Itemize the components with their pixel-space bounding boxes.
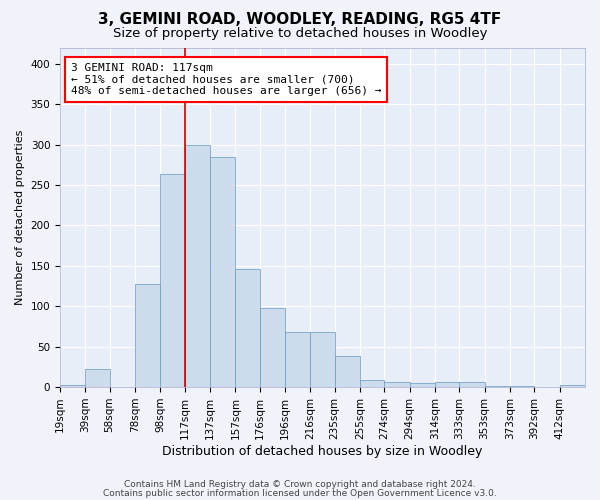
Text: Contains public sector information licensed under the Open Government Licence v3: Contains public sector information licen… [103, 488, 497, 498]
Bar [185, 144, 210, 387]
Bar [485, 386, 510, 387]
Bar [360, 380, 384, 387]
Text: 3, GEMINI ROAD, WOODLEY, READING, RG5 4TF: 3, GEMINI ROAD, WOODLEY, READING, RG5 4T… [98, 12, 502, 26]
Bar [135, 284, 160, 387]
Bar [335, 356, 360, 387]
Bar [435, 382, 459, 387]
Bar [235, 269, 260, 387]
Bar [310, 332, 335, 387]
Bar [160, 174, 185, 387]
Bar [510, 386, 534, 387]
Text: 3 GEMINI ROAD: 117sqm
← 51% of detached houses are smaller (700)
48% of semi-det: 3 GEMINI ROAD: 117sqm ← 51% of detached … [71, 63, 381, 96]
Bar [459, 382, 485, 387]
X-axis label: Distribution of detached houses by size in Woodley: Distribution of detached houses by size … [163, 444, 483, 458]
Bar [285, 332, 310, 387]
Bar [384, 382, 410, 387]
Bar [410, 383, 435, 387]
Bar [260, 308, 285, 387]
Bar [560, 386, 585, 387]
Bar [60, 386, 85, 387]
Y-axis label: Number of detached properties: Number of detached properties [15, 130, 25, 305]
Text: Contains HM Land Registry data © Crown copyright and database right 2024.: Contains HM Land Registry data © Crown c… [124, 480, 476, 489]
Text: Size of property relative to detached houses in Woodley: Size of property relative to detached ho… [113, 28, 487, 40]
Bar [85, 370, 110, 387]
Bar [210, 156, 235, 387]
